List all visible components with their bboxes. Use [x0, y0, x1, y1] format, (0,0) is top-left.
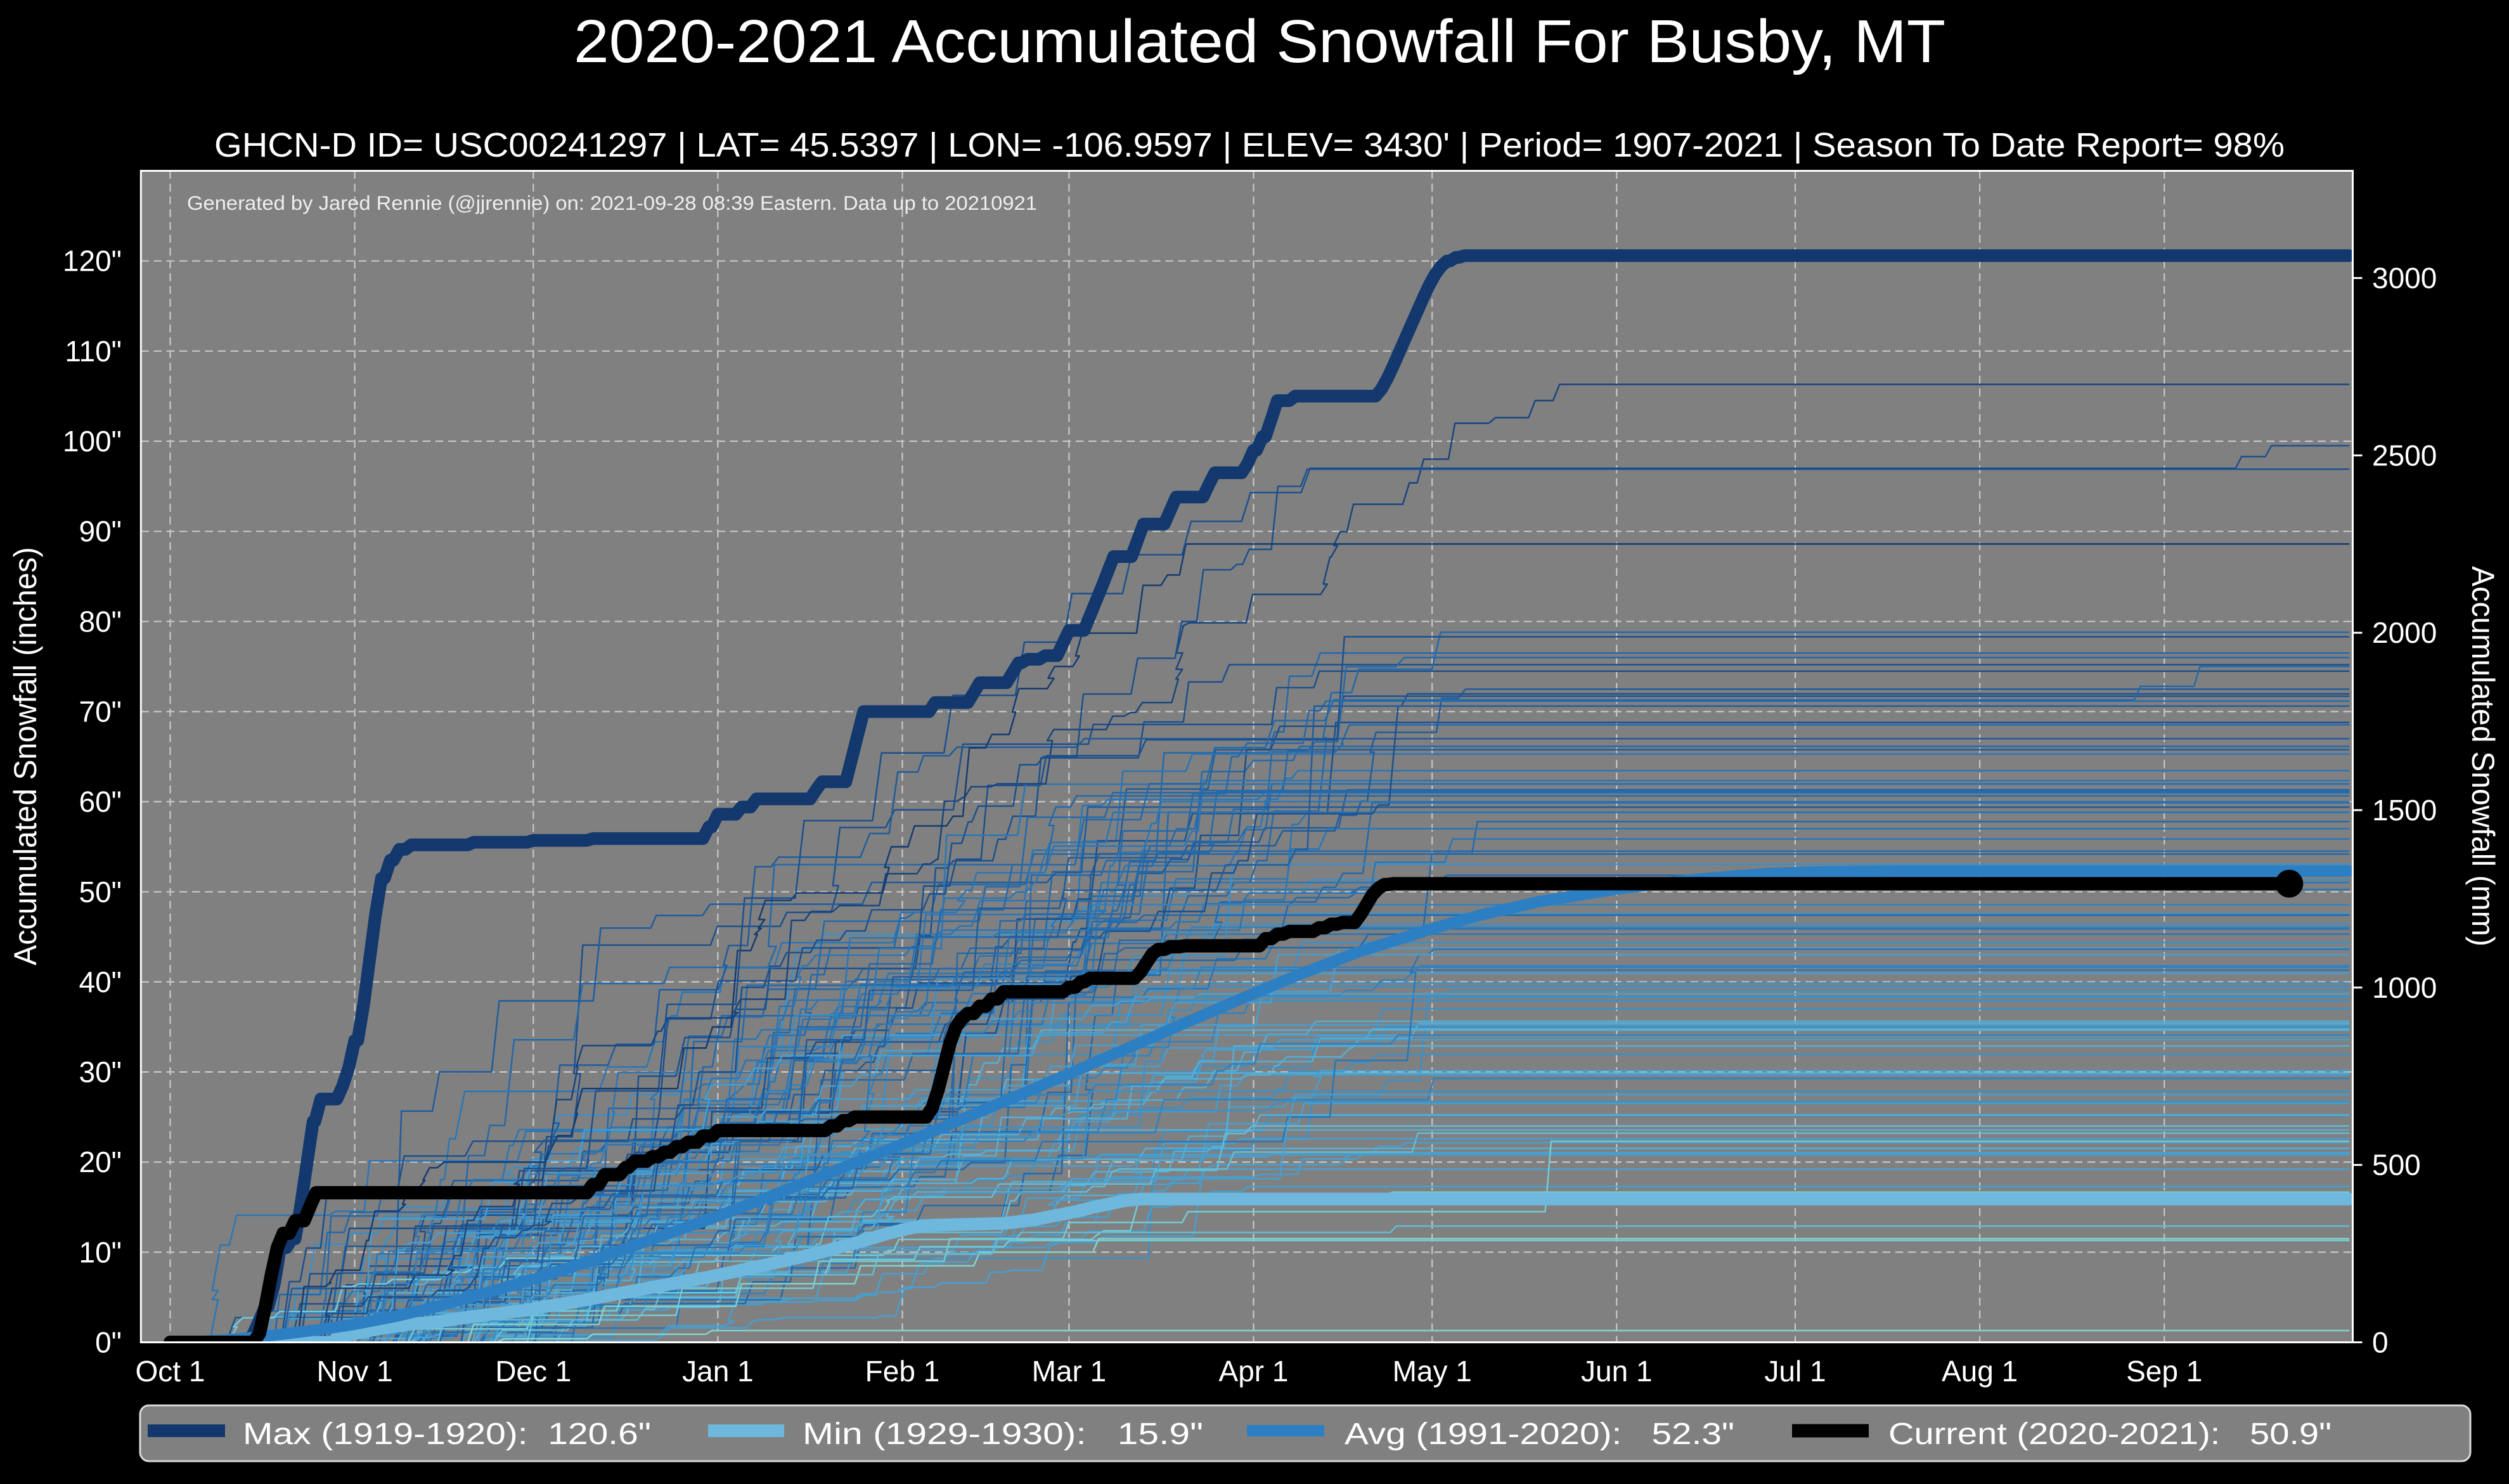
svg-text:0: 0 — [2372, 1326, 2389, 1359]
svg-text:80": 80" — [79, 605, 122, 638]
svg-text:Oct 1: Oct 1 — [136, 1355, 205, 1388]
svg-text:Accumulated Snowfall (mm): Accumulated Snowfall (mm) — [2465, 566, 2501, 946]
svg-text:40": 40" — [79, 965, 122, 998]
svg-text:500: 500 — [2372, 1149, 2421, 1182]
svg-text:Dec 1: Dec 1 — [495, 1355, 571, 1388]
svg-text:0": 0" — [95, 1326, 122, 1359]
svg-text:Aug 1: Aug 1 — [1942, 1355, 2018, 1388]
svg-text:Current (2020-2021): 50.9": Current (2020-2021): 50.9" — [1888, 1417, 2332, 1451]
svg-text:3000: 3000 — [2372, 262, 2437, 295]
svg-text:Feb 1: Feb 1 — [865, 1355, 940, 1388]
svg-text:120": 120" — [63, 245, 122, 278]
svg-text:Accumulated Snowfall (inches): Accumulated Snowfall (inches) — [8, 547, 43, 965]
svg-text:90": 90" — [79, 515, 122, 548]
svg-text:50": 50" — [79, 875, 122, 908]
svg-text:Jun 1: Jun 1 — [1581, 1355, 1653, 1388]
svg-text:2500: 2500 — [2372, 439, 2437, 472]
svg-text:110": 110" — [65, 335, 122, 368]
svg-text:Sep 1: Sep 1 — [2126, 1355, 2202, 1388]
svg-text:20": 20" — [79, 1145, 122, 1178]
svg-text:Apr 1: Apr 1 — [1219, 1355, 1289, 1388]
svg-text:Min (1929-1930): 15.9": Min (1929-1930): 15.9" — [803, 1417, 1203, 1451]
svg-text:100": 100" — [63, 425, 122, 458]
svg-text:1500: 1500 — [2372, 794, 2437, 827]
svg-text:2020-2021 Accumulated Snowfall: 2020-2021 Accumulated Snowfall For Busby… — [574, 8, 1945, 75]
svg-text:30": 30" — [79, 1055, 122, 1088]
svg-text:Jan 1: Jan 1 — [682, 1355, 754, 1388]
svg-text:1000: 1000 — [2372, 971, 2437, 1004]
svg-text:GHCN-D ID= USC00241297 | LAT=: GHCN-D ID= USC00241297 | LAT= 45.5397 | … — [214, 126, 2285, 164]
svg-text:May 1: May 1 — [1393, 1355, 1472, 1388]
svg-text:70": 70" — [79, 695, 122, 728]
svg-text:Mar 1: Mar 1 — [1032, 1355, 1107, 1388]
svg-text:10": 10" — [79, 1236, 122, 1268]
svg-text:Avg (1991-2020): 52.3": Avg (1991-2020): 52.3" — [1345, 1417, 1734, 1451]
svg-text:Generated by Jared Rennie (@jj: Generated by Jared Rennie (@jjrennie) on… — [187, 191, 1037, 214]
svg-text:2000: 2000 — [2372, 616, 2437, 649]
svg-text:60": 60" — [79, 785, 122, 818]
svg-text:Max (1919-1920): 120.6": Max (1919-1920): 120.6" — [243, 1417, 651, 1451]
svg-text:Jul 1: Jul 1 — [1764, 1355, 1826, 1388]
svg-text:Nov 1: Nov 1 — [317, 1355, 393, 1388]
